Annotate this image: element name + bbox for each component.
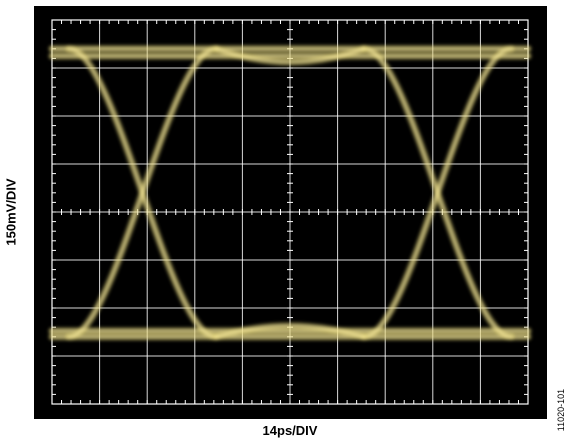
oscilloscope-display [34,6,547,419]
trace-rising-edge-2-core [362,47,513,339]
trace-rising-edge-1-core [67,47,218,339]
figure-id: 11020-101 [556,388,566,432]
signal-traces [48,45,532,341]
trace-high-overshoot-core [214,47,366,64]
x-axis-label: 14ps/DIV [262,423,318,438]
eye-diagram-plot [48,19,532,405]
graticule-grid [51,19,529,405]
trace-low-undershoot-core [214,324,366,339]
y-axis-label: 150mV/DIV [3,178,19,246]
